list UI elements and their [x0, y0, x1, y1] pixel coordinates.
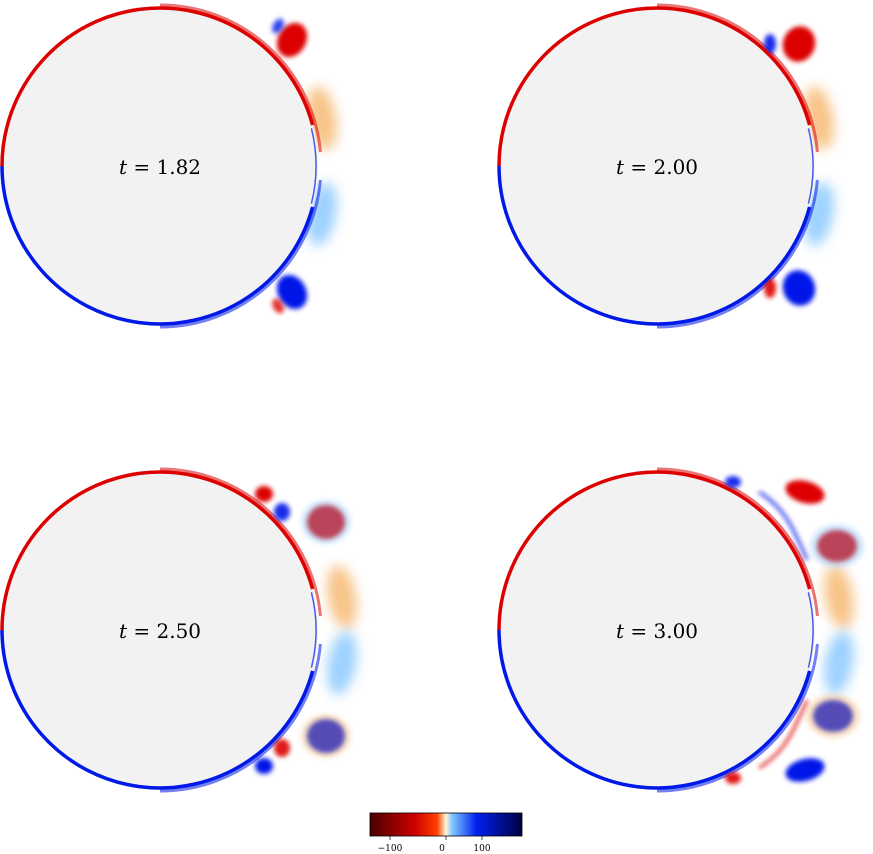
wake-streak-positive — [327, 565, 357, 629]
cylinder — [2, 8, 318, 324]
shear-layer-positive — [656, 467, 819, 617]
shear-layer-positive — [159, 3, 322, 153]
secondary-vortex — [274, 503, 290, 521]
boundary-layer-negative — [0, 165, 315, 326]
vortex-ring — [806, 694, 860, 738]
cylinder — [2, 472, 318, 788]
vortex-negative — [276, 274, 308, 310]
panel-t-2-00: t = 2.00 — [497, 3, 834, 329]
secondary-vortex — [255, 486, 273, 502]
secondary-vortex — [725, 476, 741, 488]
panel-t-1-82: t = 1.82 — [0, 3, 337, 329]
shear-layer-positive — [159, 467, 322, 617]
colorbar-tick-label-100: 100 — [473, 844, 490, 854]
time-variable: t — [616, 619, 625, 643]
time-variable: t — [119, 155, 128, 179]
rear-boundary-layer — [310, 592, 317, 668]
time-value: = 3.00 — [624, 619, 698, 643]
boundary-layer-positive — [497, 470, 812, 631]
counter-vortex — [764, 34, 776, 54]
wake-streak-negative — [327, 631, 357, 695]
boundary-layer-positive — [497, 6, 812, 167]
rear-boundary-layer — [807, 128, 814, 204]
colorbar-tick-label-neg100: −100 — [378, 844, 403, 854]
boundary-layer-negative — [497, 165, 812, 326]
counter-vortex — [272, 18, 284, 34]
vortex-ring — [301, 714, 351, 758]
counter-vortex — [764, 278, 776, 298]
vortex-negative — [782, 270, 816, 306]
rear-boundary-layer — [310, 128, 317, 204]
vortex-ring — [810, 524, 864, 568]
boundary-layer-negative — [497, 629, 812, 790]
time-value: = 2.50 — [127, 619, 201, 643]
colorbar: −100 0 100 — [369, 812, 523, 854]
time-value: = 1.82 — [127, 155, 201, 179]
secondary-vortex — [725, 772, 741, 784]
secondary-vortex — [785, 480, 825, 504]
time-label: t = 1.82 — [119, 155, 201, 179]
shear-filament — [758, 699, 809, 770]
colorbar-tick-label-0: 0 — [439, 844, 445, 854]
colorbar-gradient — [369, 812, 523, 837]
cylinder — [499, 8, 815, 324]
time-label: t = 2.00 — [616, 155, 698, 179]
rear-boundary-layer — [807, 592, 814, 668]
cylinder — [499, 472, 815, 788]
counter-vortex — [272, 298, 284, 314]
vortex-positive — [782, 26, 816, 62]
shear-layer-negative — [656, 643, 819, 793]
vortex-ring — [301, 500, 351, 544]
shear-filament — [758, 490, 809, 561]
shear-layer-negative — [159, 643, 322, 793]
time-variable: t — [119, 619, 128, 643]
vortex-positive — [276, 22, 308, 58]
panel-t-3-00: t = 3.00 — [497, 467, 864, 793]
boundary-layer-positive — [0, 470, 315, 631]
secondary-vortex — [785, 758, 825, 782]
shear-layer-negative — [159, 179, 322, 329]
boundary-layer-negative — [0, 629, 315, 790]
panel-t-2-50: t = 2.50 — [0, 467, 357, 793]
secondary-vortex — [255, 758, 273, 774]
secondary-vortex — [274, 739, 290, 757]
time-label: t = 3.00 — [616, 619, 698, 643]
time-label: t = 2.50 — [119, 619, 201, 643]
boundary-layer-positive — [0, 6, 315, 167]
wake-streak-positive — [824, 565, 854, 629]
time-value: = 2.00 — [624, 155, 698, 179]
time-variable: t — [616, 155, 625, 179]
wake-streak-negative — [824, 631, 854, 695]
